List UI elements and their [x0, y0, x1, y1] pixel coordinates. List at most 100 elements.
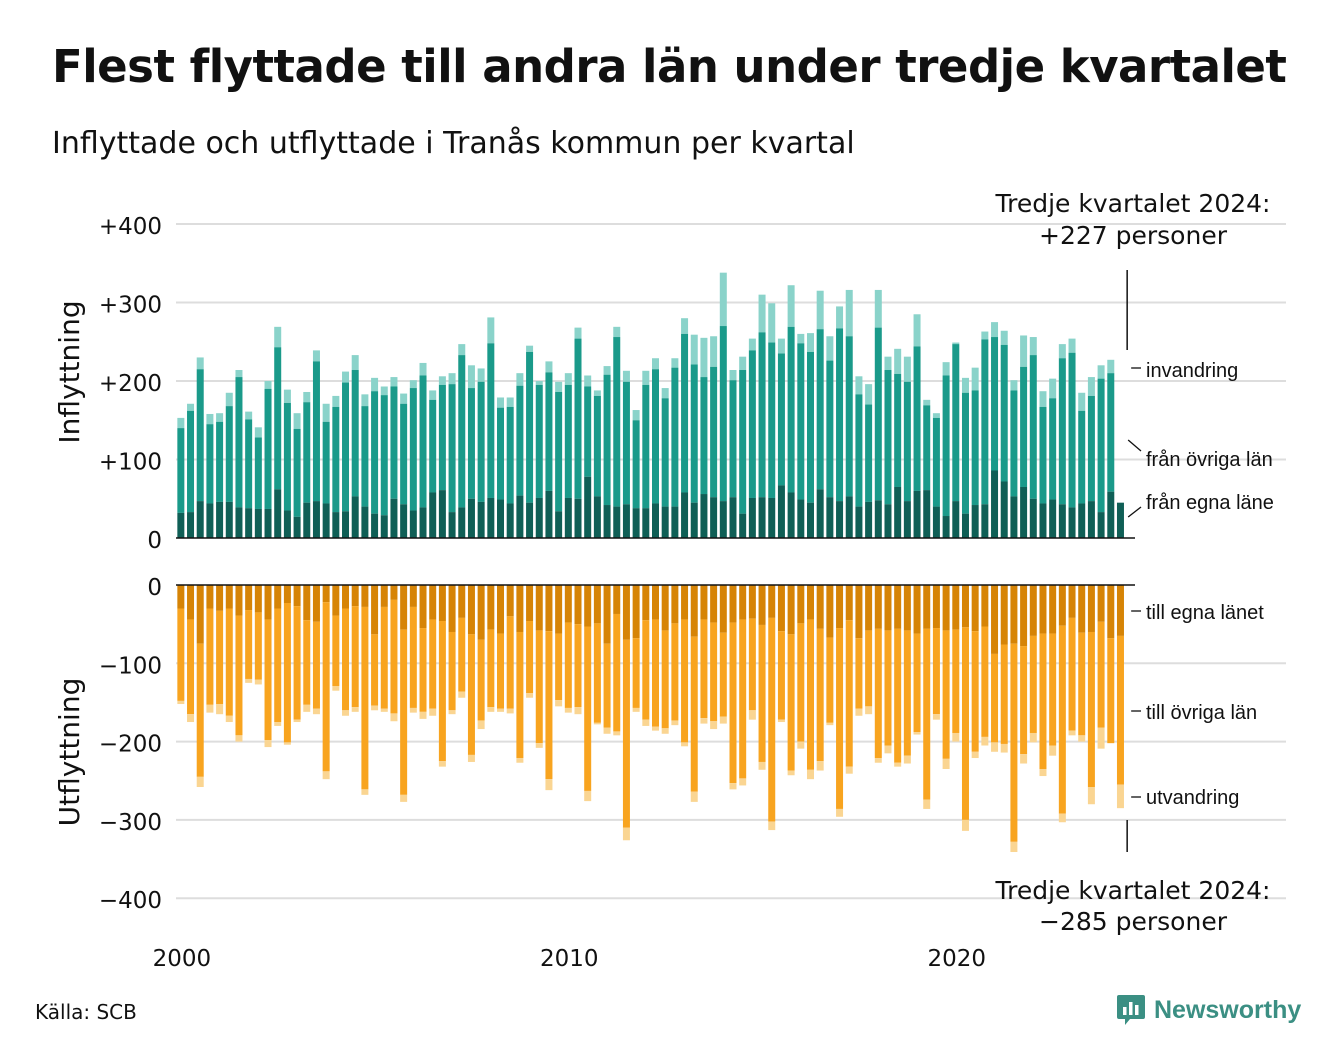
- bottom-series-label: till egna länet: [1146, 602, 1264, 624]
- inflow-own-county-bar: [380, 515, 388, 538]
- outflow-own-county-bar: [710, 585, 718, 623]
- inflow-other-counties-bar: [748, 350, 756, 498]
- outflow-other-counties-bar: [700, 619, 708, 719]
- inflow-immigration-bar: [913, 314, 921, 347]
- inflow-immigration-bar: [361, 394, 369, 407]
- inflow-own-county-bar: [177, 512, 185, 538]
- inflow-other-counties-bar: [855, 394, 863, 507]
- outflow-emigration-bar: [613, 731, 621, 736]
- inflow-own-county-bar: [1116, 502, 1124, 538]
- chart-labels: 0 +100 +200 +300 +400 0 −100 −200 −300 −400 2000 20…: [53, 189, 1274, 972]
- top-y-axis-title: Inflyttning: [53, 300, 86, 443]
- outflow-other-counties-bar: [1000, 644, 1008, 744]
- inflow-other-counties-bar: [1010, 390, 1018, 497]
- outflow-other-counties-bar: [584, 626, 592, 791]
- inflow-immigration-bar: [312, 350, 320, 362]
- outflow-other-counties-bar: [1039, 633, 1047, 770]
- outflow-emigration-bar: [564, 707, 572, 713]
- outflow-own-county-bar: [748, 585, 756, 619]
- inflow-immigration-bar: [1068, 338, 1076, 353]
- bottom-ytick-label: −100: [99, 653, 162, 679]
- outflow-own-county-bar: [409, 585, 417, 607]
- outflow-other-counties-bar: [739, 619, 747, 779]
- outflow-other-counties-bar: [342, 608, 350, 711]
- inflow-immigration-bar: [467, 365, 475, 389]
- inflow-immigration-bar: [342, 371, 350, 383]
- outflow-own-county-bar: [1107, 585, 1115, 639]
- outflow-own-county-bar: [681, 585, 689, 620]
- top-annotation: Tredje kvartalet 2024:: [995, 189, 1271, 218]
- inflow-other-counties-bar: [390, 386, 398, 499]
- inflow-own-county-bar: [719, 501, 727, 538]
- inflow-other-counties-bar: [458, 355, 466, 508]
- source-note: Källa: SCB: [35, 1000, 137, 1024]
- inflow-own-county-bar: [865, 501, 873, 538]
- outflow-emigration-bar: [177, 700, 185, 705]
- top-ytick-label: +400: [99, 214, 162, 240]
- outflow-own-county-bar: [254, 585, 262, 613]
- inflow-immigration-bar: [322, 403, 330, 422]
- outflow-own-county-bar: [690, 585, 698, 637]
- outflow-emigration-bar: [429, 708, 437, 716]
- outflow-emigration-bar: [942, 758, 950, 770]
- inflow-own-county-bar: [1078, 503, 1086, 538]
- bottom-series-label: utvandring: [1146, 787, 1239, 809]
- inflow-own-county-bar: [952, 501, 960, 538]
- outflow-own-county-bar: [836, 585, 844, 629]
- outflow-own-county-bar: [264, 585, 272, 620]
- outflow-emigration-bar: [777, 719, 785, 723]
- inflow-own-county-bar: [622, 504, 630, 538]
- inflow-own-county-bar: [923, 490, 931, 538]
- outflow-emigration-bar: [816, 761, 824, 771]
- outflow-other-counties-bar: [923, 628, 931, 800]
- inflow-other-counties-bar: [506, 406, 514, 504]
- inflow-other-counties-bar: [1107, 373, 1115, 492]
- outflow-emigration-bar: [652, 726, 659, 731]
- inflow-other-counties-bar: [1000, 344, 1008, 482]
- inflow-own-county-bar: [787, 492, 795, 538]
- inflow-own-county-bar: [593, 496, 601, 538]
- inflow-other-counties-bar: [1058, 358, 1066, 505]
- outflow-own-county-bar: [322, 585, 330, 603]
- inflow-other-counties-bar: [603, 374, 611, 506]
- outflow-own-county-bar: [971, 585, 979, 632]
- outflow-own-county-bar: [593, 585, 601, 624]
- inflow-immigration-bar: [487, 317, 495, 344]
- outflow-emigration-bar: [806, 769, 814, 780]
- inflow-own-county-bar: [826, 497, 834, 538]
- inflow-immigration-bar: [942, 362, 950, 376]
- inflow-own-county-bar: [671, 506, 679, 538]
- outflow-emigration-bar: [719, 716, 727, 724]
- inflow-immigration-bar: [961, 377, 969, 393]
- bottom-ytick-label: −300: [99, 810, 162, 836]
- inflow-other-counties-bar: [923, 405, 931, 491]
- outflow-own-county-bar: [245, 585, 253, 611]
- outflow-own-county-bar: [816, 585, 824, 629]
- outflow-own-county-bar: [477, 585, 485, 640]
- inflow-other-counties-bar: [671, 367, 679, 507]
- outflow-emigration-bar: [690, 791, 698, 802]
- outflow-emigration-bar: [526, 693, 534, 698]
- outflow-emigration-bar: [342, 710, 350, 716]
- outflow-emigration-bar: [874, 758, 882, 763]
- inflow-immigration-bar: [932, 413, 940, 418]
- inflow-other-counties-bar: [942, 375, 950, 517]
- inflow-other-counties-bar: [361, 406, 369, 507]
- inflow-immigration-bar: [836, 306, 844, 329]
- outflow-other-counties-bar: [971, 631, 979, 752]
- inflow-own-county-bar: [777, 485, 785, 538]
- outflow-other-counties-bar: [438, 621, 446, 762]
- inflow-immigration-bar: [991, 322, 999, 338]
- outflow-own-county-bar: [293, 585, 301, 607]
- outflow-own-county-bar: [952, 585, 960, 630]
- inflow-own-county-bar: [303, 502, 311, 538]
- inflow-immigration-bar: [768, 303, 776, 343]
- outflow-other-counties-bar: [196, 643, 204, 777]
- chart-subtitle: Inflyttade och utflyttade i Tranås kommu…: [52, 126, 855, 161]
- outflow-other-counties-bar: [845, 620, 853, 767]
- inflow-immigration-bar: [797, 333, 805, 344]
- inflow-immigration-bar: [971, 367, 979, 391]
- inflow-other-counties-bar: [961, 392, 969, 514]
- inflow-own-county-bar: [690, 502, 698, 538]
- inflow-own-county-bar: [642, 508, 650, 538]
